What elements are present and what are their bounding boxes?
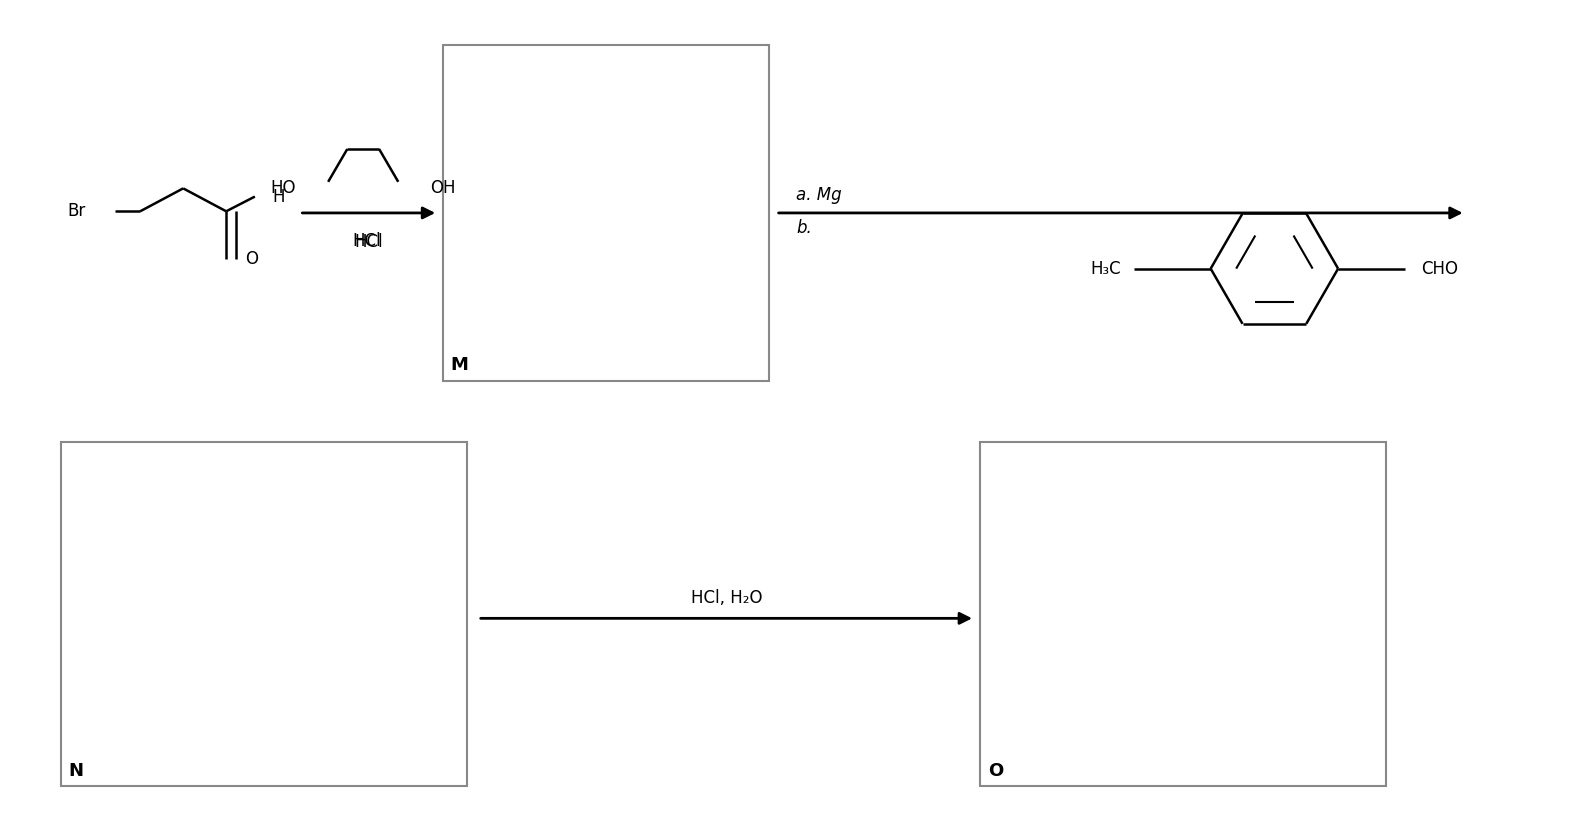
Text: HCl: HCl	[355, 233, 382, 251]
Text: CHO: CHO	[1421, 260, 1458, 278]
Text: HO: HO	[271, 179, 296, 197]
Text: Br: Br	[68, 202, 86, 220]
Text: HCl, H₂O: HCl, H₂O	[691, 589, 761, 607]
Text: HCl: HCl	[352, 232, 381, 250]
Text: O: O	[245, 250, 258, 268]
Text: H: H	[272, 188, 285, 206]
Bar	[443, 45, 769, 381]
Text: a. Mg: a. Mg	[796, 186, 843, 204]
Text: H₃C: H₃C	[1091, 260, 1121, 278]
Text: b.: b.	[796, 219, 812, 237]
Text: M: M	[451, 356, 468, 374]
Bar	[980, 442, 1386, 786]
Text: OH: OH	[430, 179, 456, 197]
Text: N: N	[68, 762, 83, 780]
Text: O: O	[988, 762, 1004, 780]
Bar	[61, 442, 467, 786]
